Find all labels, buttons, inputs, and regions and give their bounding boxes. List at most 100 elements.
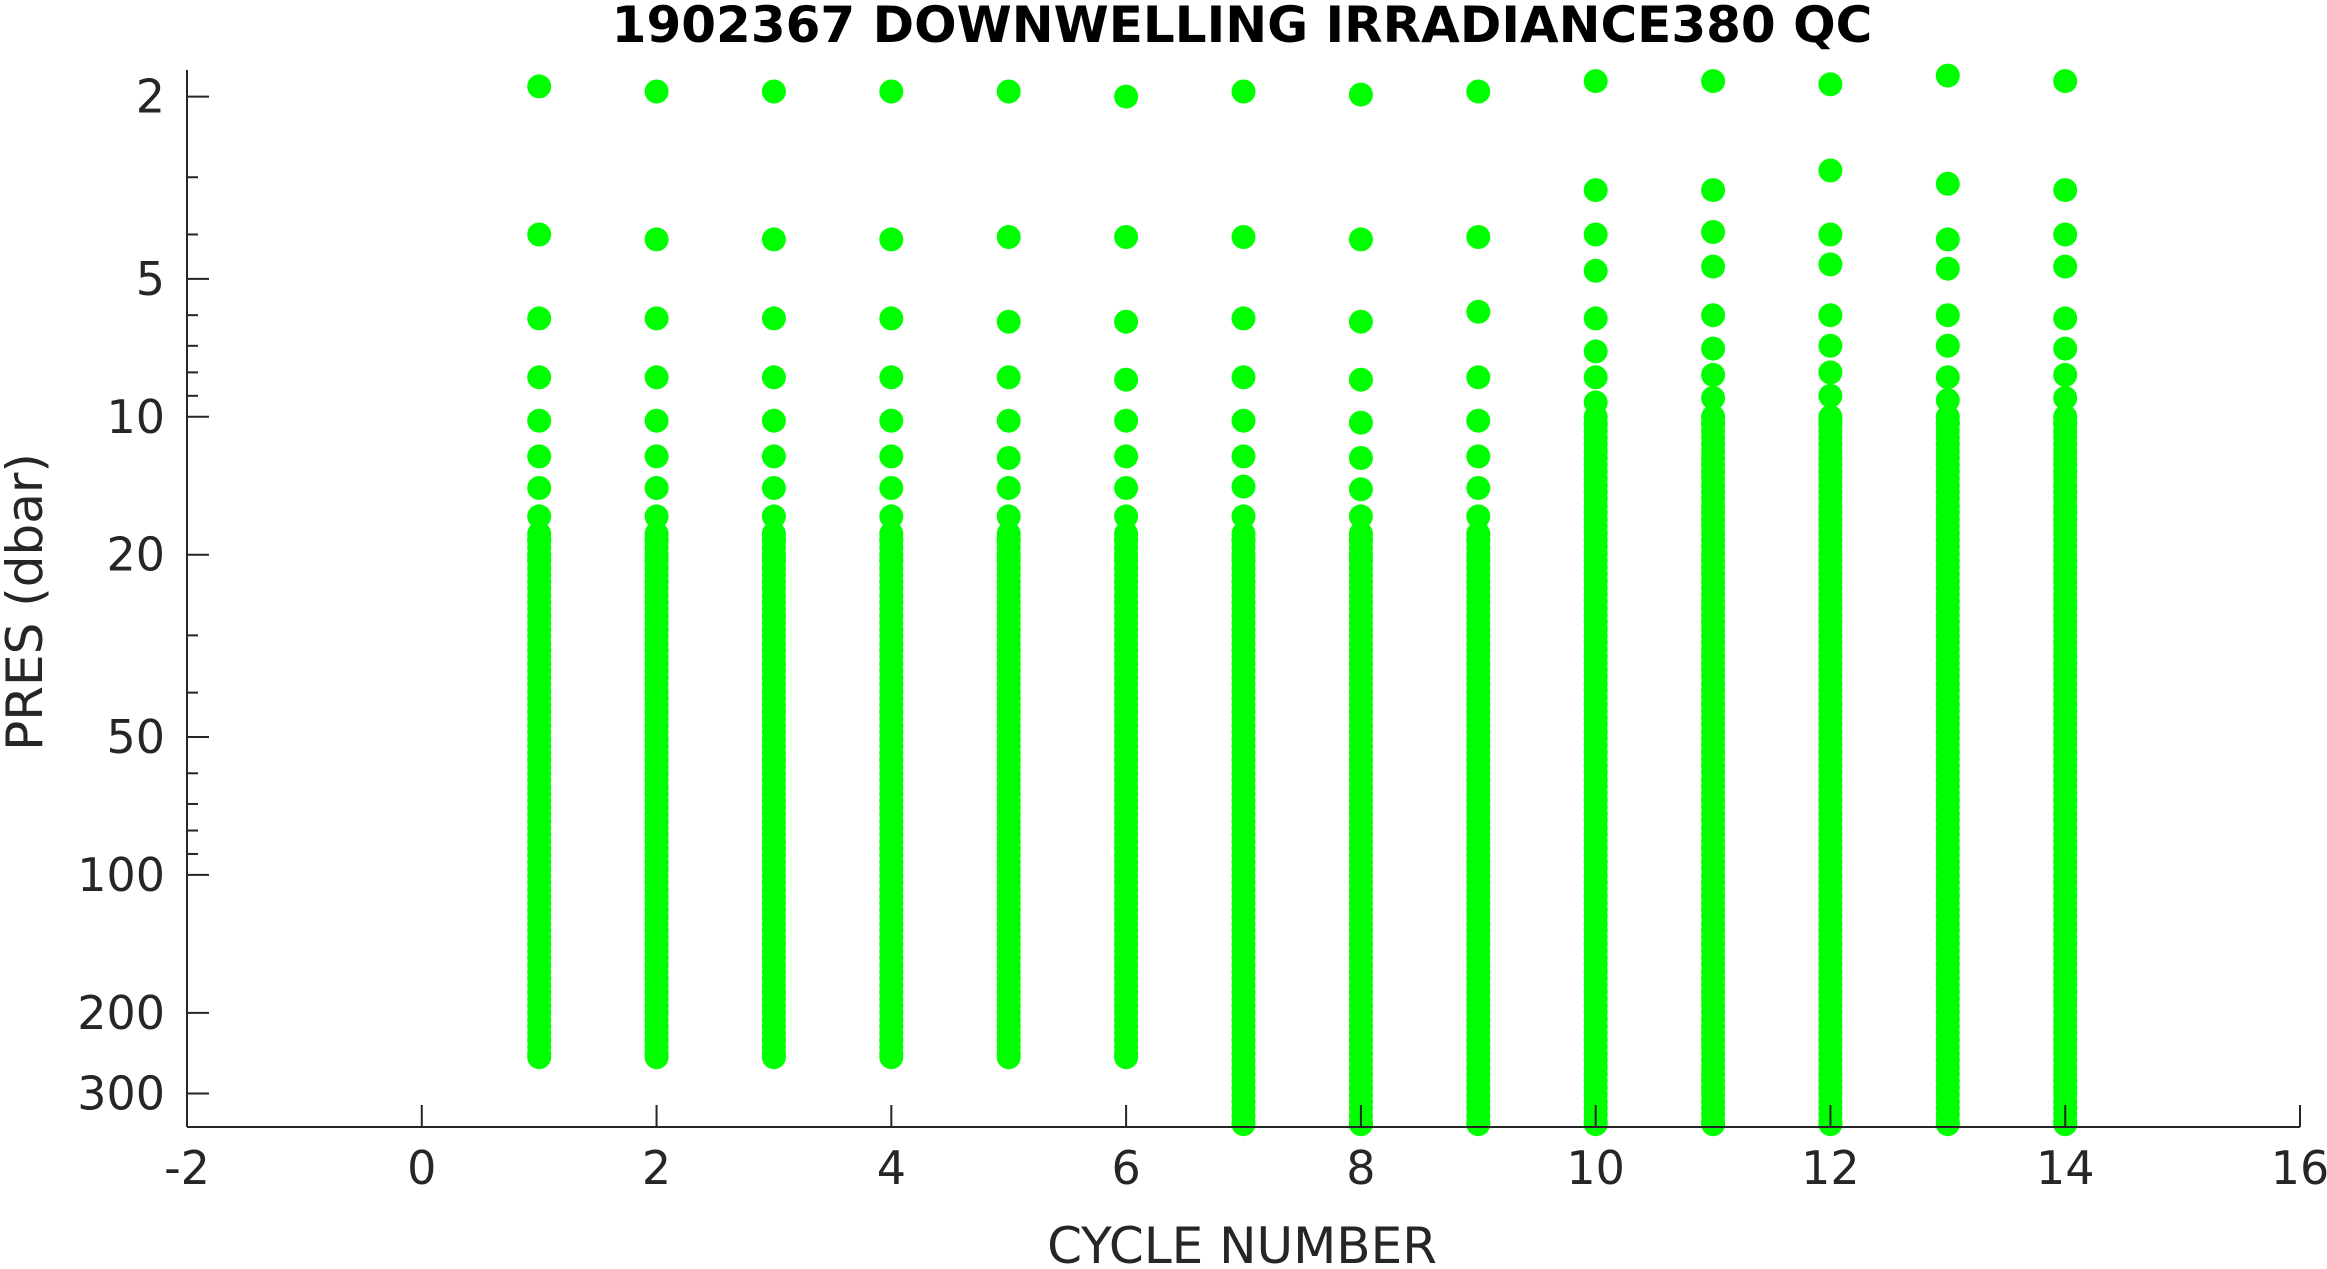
data-point <box>1583 339 1608 364</box>
y-tick-label: 20 <box>106 528 165 582</box>
data-point <box>1583 365 1608 390</box>
cycle-8-profile <box>1348 82 1373 1137</box>
data-point <box>1701 303 1726 328</box>
x-tick-label: 6 <box>1111 1141 1140 1195</box>
data-point <box>1935 227 1960 252</box>
data-point <box>1818 252 1843 277</box>
data-point <box>1231 408 1256 433</box>
data-point <box>1114 1045 1139 1070</box>
data-point <box>527 74 552 99</box>
data-point <box>996 309 1021 334</box>
data-point <box>1114 444 1139 469</box>
data-point <box>1935 63 1960 88</box>
data-point <box>1466 1112 1491 1137</box>
data-point <box>644 79 669 104</box>
x-tick-label: 2 <box>642 1141 671 1195</box>
x-tick-label: 0 <box>407 1141 436 1195</box>
data-point <box>1701 386 1726 410</box>
data-point <box>1935 1112 1960 1137</box>
data-point <box>996 365 1021 390</box>
data-point <box>1114 504 1139 529</box>
data-point <box>2053 386 2078 410</box>
data-point <box>879 306 904 331</box>
data-point <box>1583 306 1608 331</box>
y-tick-label: 2 <box>136 70 165 124</box>
data-point <box>996 225 1021 249</box>
data-point <box>879 504 904 529</box>
x-tick-label: -2 <box>164 1141 210 1195</box>
data-point <box>1935 333 1960 358</box>
cycle-3-profile <box>761 79 786 1070</box>
cycle-11-profile <box>1701 69 1726 1137</box>
data-point <box>1466 299 1491 324</box>
y-tick-label: 5 <box>136 252 165 306</box>
cycle-7-profile <box>1231 79 1256 1137</box>
data-point <box>761 306 786 331</box>
data-point <box>644 227 669 252</box>
data-point <box>761 504 786 529</box>
data-point <box>1818 303 1843 328</box>
data-point <box>1231 444 1256 469</box>
data-point <box>996 79 1021 104</box>
data-point <box>1114 476 1139 500</box>
data-point <box>1114 84 1139 109</box>
data-point <box>1701 254 1726 279</box>
data-point <box>879 408 904 433</box>
data-point <box>1231 1112 1256 1137</box>
data-point <box>1701 220 1726 244</box>
y-tick-label: 10 <box>106 390 165 444</box>
data-point <box>1348 309 1373 334</box>
data-point <box>761 79 786 104</box>
data-point <box>1466 408 1491 433</box>
x-tick-label: 14 <box>2036 1141 2095 1195</box>
data-point <box>2053 69 2078 94</box>
data-point <box>1466 225 1491 249</box>
data-point <box>1231 306 1256 331</box>
x-axis-label: CYCLE NUMBER <box>1047 1217 1437 1269</box>
data-point <box>1701 178 1726 203</box>
data-point <box>996 408 1021 433</box>
x-tick-label: 10 <box>1566 1141 1625 1195</box>
data-point <box>644 504 669 529</box>
data-point <box>879 476 904 500</box>
cycle-13-profile <box>1935 63 1960 1137</box>
data-point <box>879 444 904 469</box>
data-point <box>1583 69 1608 94</box>
data-point <box>2053 362 2078 387</box>
data-point <box>1583 178 1608 203</box>
cycle-9-profile <box>1466 79 1491 1137</box>
data-point <box>644 1045 669 1070</box>
cycle-12-profile <box>1818 72 1843 1137</box>
data-point <box>1818 72 1843 97</box>
data-point <box>1583 258 1608 283</box>
data-point <box>1231 225 1256 249</box>
data-point <box>644 408 669 433</box>
data-point <box>996 476 1021 500</box>
data-point <box>2053 178 2078 203</box>
data-point <box>644 444 669 469</box>
data-point <box>2053 336 2078 361</box>
cycle-14-profile <box>2053 69 2078 1137</box>
data-point <box>879 79 904 104</box>
x-tick-label: 16 <box>2271 1141 2327 1195</box>
data-point <box>1231 504 1256 529</box>
y-axis-label: PRES (dbar) <box>0 453 54 751</box>
cycle-5-profile <box>996 79 1021 1070</box>
data-point <box>761 365 786 390</box>
data-point <box>1935 303 1960 328</box>
data-points <box>527 63 2078 1137</box>
data-point <box>1348 410 1373 435</box>
data-point <box>761 1045 786 1070</box>
data-point <box>1818 222 1843 247</box>
data-point <box>2053 222 2078 247</box>
data-point <box>1348 227 1373 252</box>
cycle-10-profile <box>1583 69 1608 1137</box>
y-tick-label: 100 <box>77 848 165 902</box>
data-point <box>1114 225 1139 249</box>
data-point <box>1583 222 1608 247</box>
data-point <box>527 476 552 500</box>
y-tick-label: 300 <box>77 1067 165 1121</box>
data-point <box>1701 336 1726 361</box>
chart-title: 1902367 DOWNWELLING IRRADIANCE380 QC <box>612 0 1873 54</box>
data-point <box>1935 256 1960 281</box>
